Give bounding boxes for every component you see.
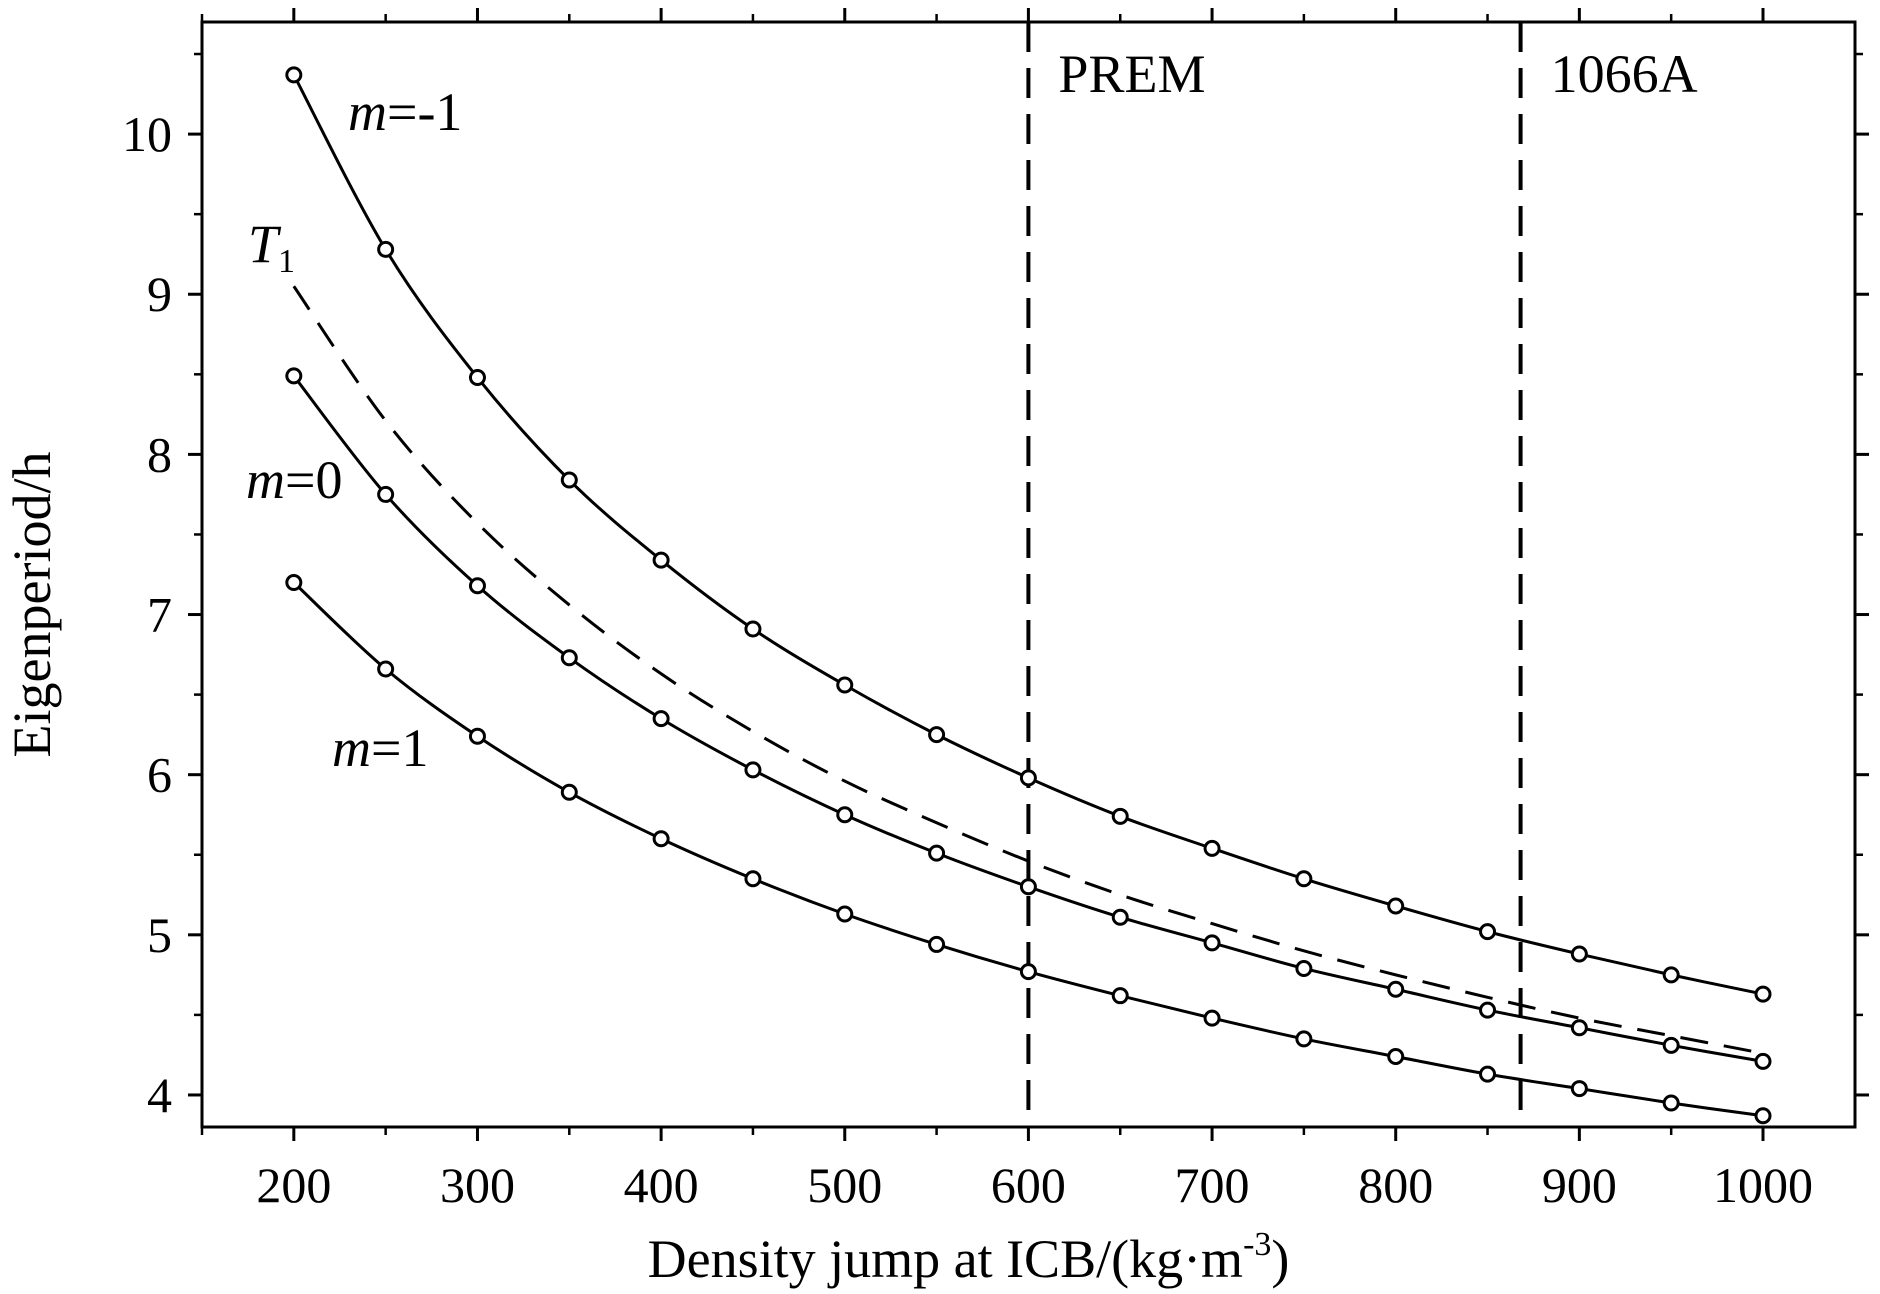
x-tick-label: 900 xyxy=(1542,1157,1617,1213)
y-tick-label: 10 xyxy=(122,106,172,162)
data-point-m=1 xyxy=(1203,1009,1221,1027)
data-point-m=1 xyxy=(1479,1065,1497,1083)
data-point-m=1 xyxy=(1019,963,1037,981)
data-point-m=-1 xyxy=(285,66,303,84)
data-point-m=0 xyxy=(744,761,762,779)
data-point-m=0 xyxy=(1662,1036,1680,1054)
x-tick-label: 1000 xyxy=(1713,1157,1813,1213)
data-point-m=-1 xyxy=(468,369,486,387)
x-tick-label: 700 xyxy=(1175,1157,1250,1213)
series-label-m=0: m=0 xyxy=(246,450,342,510)
reference-label-prem: PREM xyxy=(1058,44,1205,104)
data-point-m=-1 xyxy=(1662,966,1680,984)
x-tick-label: 600 xyxy=(991,1157,1066,1213)
x-tick-label: 300 xyxy=(440,1157,515,1213)
data-point-m=1 xyxy=(1387,1048,1405,1066)
data-point-m=-1 xyxy=(928,726,946,744)
data-point-m=-1 xyxy=(1295,870,1313,888)
data-point-m=1 xyxy=(652,830,670,848)
x-tick-label: 200 xyxy=(256,1157,331,1213)
data-point-m=0 xyxy=(1387,980,1405,998)
data-point-m=1 xyxy=(285,574,303,592)
data-point-m=1 xyxy=(744,870,762,888)
data-point-m=-1 xyxy=(1019,769,1037,787)
data-point-m=0 xyxy=(1479,1001,1497,1019)
data-point-m=0 xyxy=(928,844,946,862)
data-point-m=0 xyxy=(1295,959,1313,977)
y-tick-label: 5 xyxy=(147,907,172,963)
data-point-m=-1 xyxy=(560,471,578,489)
series-line-m=0 xyxy=(292,375,1764,1063)
series-label-T1: T1 xyxy=(248,214,295,280)
data-point-m=1 xyxy=(1662,1094,1680,1112)
y-axis-label: Eigenperiod/h xyxy=(2,452,62,758)
data-point-m=-1 xyxy=(1754,985,1772,1003)
y-tick-label: 6 xyxy=(147,747,172,803)
series-label-m=1: m=1 xyxy=(332,718,428,778)
data-point-m=1 xyxy=(1295,1030,1313,1048)
x-tick-label: 800 xyxy=(1358,1157,1433,1213)
data-point-m=1 xyxy=(1570,1080,1588,1098)
series-line-m=1 xyxy=(292,581,1764,1118)
y-tick-label: 4 xyxy=(147,1067,172,1123)
data-point-m=1 xyxy=(377,660,395,678)
data-point-m=0 xyxy=(652,710,670,728)
data-point-m=-1 xyxy=(652,551,670,569)
data-point-m=1 xyxy=(928,935,946,953)
data-point-m=-1 xyxy=(377,240,395,258)
data-point-m=1 xyxy=(1754,1107,1772,1125)
data-point-m=0 xyxy=(468,577,486,595)
data-point-m=0 xyxy=(1203,934,1221,952)
y-tick-label: 9 xyxy=(147,266,172,322)
data-point-m=0 xyxy=(1754,1052,1772,1070)
data-point-m=1 xyxy=(1111,987,1129,1005)
data-point-m=-1 xyxy=(1203,839,1221,857)
x-tick-label: 400 xyxy=(624,1157,699,1213)
reference-label-1066a: 1066A xyxy=(1551,44,1698,104)
data-point-m=1 xyxy=(468,727,486,745)
data-point-m=0 xyxy=(285,367,303,385)
data-point-m=-1 xyxy=(1570,945,1588,963)
data-point-m=0 xyxy=(377,485,395,503)
data-point-m=0 xyxy=(560,649,578,667)
series-line-T1 xyxy=(292,285,1764,1055)
x-tick-label: 500 xyxy=(807,1157,882,1213)
y-tick-label: 8 xyxy=(147,426,172,482)
data-point-m=0 xyxy=(1570,1019,1588,1037)
data-point-m=0 xyxy=(1019,878,1037,896)
data-point-m=-1 xyxy=(1111,807,1129,825)
data-point-m=1 xyxy=(560,783,578,801)
series-label-m=-1: m=-1 xyxy=(348,82,462,142)
data-point-m=-1 xyxy=(1479,923,1497,941)
data-point-m=1 xyxy=(836,905,854,923)
data-point-m=0 xyxy=(836,806,854,824)
x-axis-label: Density jump at ICB/(kg·m-3) xyxy=(648,1226,1290,1289)
data-point-m=0 xyxy=(1111,908,1129,926)
data-point-m=-1 xyxy=(744,620,762,638)
data-point-m=-1 xyxy=(1387,897,1405,915)
data-point-m=-1 xyxy=(836,676,854,694)
y-tick-label: 7 xyxy=(147,587,172,643)
